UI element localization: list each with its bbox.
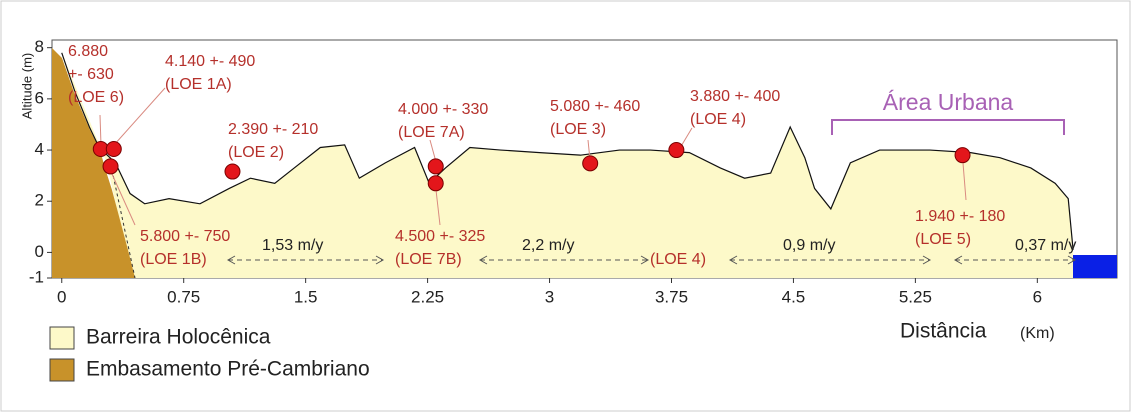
annotation: 4.140 +- 490	[165, 53, 255, 70]
sea	[1073, 255, 1117, 278]
rate-label: 0,37 m/y	[1015, 237, 1076, 254]
x-tick-label: 5.25	[899, 287, 932, 306]
annotation: 4.000 +- 330	[398, 101, 488, 118]
rate-label: 1,53 m/y	[262, 237, 323, 254]
rate-label: 2,2 m/y	[522, 237, 574, 254]
y-tick-label: 4	[35, 140, 44, 159]
sample-point	[428, 159, 443, 174]
sample-point	[428, 176, 443, 191]
annotation: (LOE 2)	[228, 144, 284, 161]
region-label: Área Urbana	[883, 89, 1014, 115]
x-tick-label: 4.5	[782, 287, 806, 306]
sample-point	[583, 156, 598, 171]
annotation: (LOE 3)	[550, 121, 606, 138]
chart: Altitude (m) Distância (Km) Área Urbana …	[0, 0, 1131, 412]
x-tick-label: 0	[57, 287, 66, 306]
annotation: (LOE 7A)	[398, 124, 465, 141]
annotation: 1.940 +- 180	[915, 208, 1005, 225]
sample-point	[103, 159, 118, 174]
y-tick-label: 0	[35, 242, 44, 261]
annotation: (LOE 4)	[690, 111, 746, 128]
annotation: +- 630	[68, 66, 114, 83]
legend-label: Barreira Holocênica	[86, 326, 271, 349]
annotation: (LOE 5)	[915, 231, 971, 248]
annotation: 5.800 +- 750	[140, 228, 230, 245]
legend-label: Embasamento Pré-Cambriano	[86, 358, 370, 381]
annotation: 4.500 +- 325	[395, 228, 485, 245]
x-tick-label: 3.75	[655, 287, 688, 306]
annotation: (LOE 4)	[650, 251, 706, 268]
annotation: 2.390 +- 210	[228, 121, 318, 138]
legend-swatch	[50, 327, 74, 349]
rate-label: 0,9 m/y	[783, 237, 835, 254]
annotation: 6.880	[68, 43, 108, 60]
y-tick-label: 8	[35, 37, 44, 56]
x-tick-label: 6	[1033, 287, 1042, 306]
y-tick-label: 2	[35, 191, 44, 210]
x-tick-label: 3	[545, 287, 554, 306]
sample-point	[955, 148, 970, 163]
legend-swatch	[50, 359, 74, 381]
annotation: (LOE 1B)	[140, 251, 207, 268]
x-tick-label: 1.5	[294, 287, 318, 306]
y-tick-label: 6	[35, 88, 44, 107]
x-axis-label: Distância	[900, 320, 987, 343]
x-tick-label: 2.25	[411, 287, 444, 306]
x-axis-unit: (Km)	[1020, 325, 1055, 342]
annotation: 3.880 +- 400	[690, 88, 780, 105]
y-tick-label: -1	[29, 267, 44, 286]
annotation: (LOE 7B)	[395, 251, 462, 268]
annotation: 5.080 +- 460	[550, 98, 640, 115]
x-tick-label: 0.75	[167, 287, 200, 306]
sample-point	[106, 142, 121, 157]
sample-point	[225, 164, 240, 179]
annotation: (LOE 1A)	[165, 76, 232, 93]
sample-point	[669, 143, 684, 158]
y-axis-label: Altitude (m)	[19, 53, 34, 119]
annotation: (LOE 6)	[68, 89, 124, 106]
